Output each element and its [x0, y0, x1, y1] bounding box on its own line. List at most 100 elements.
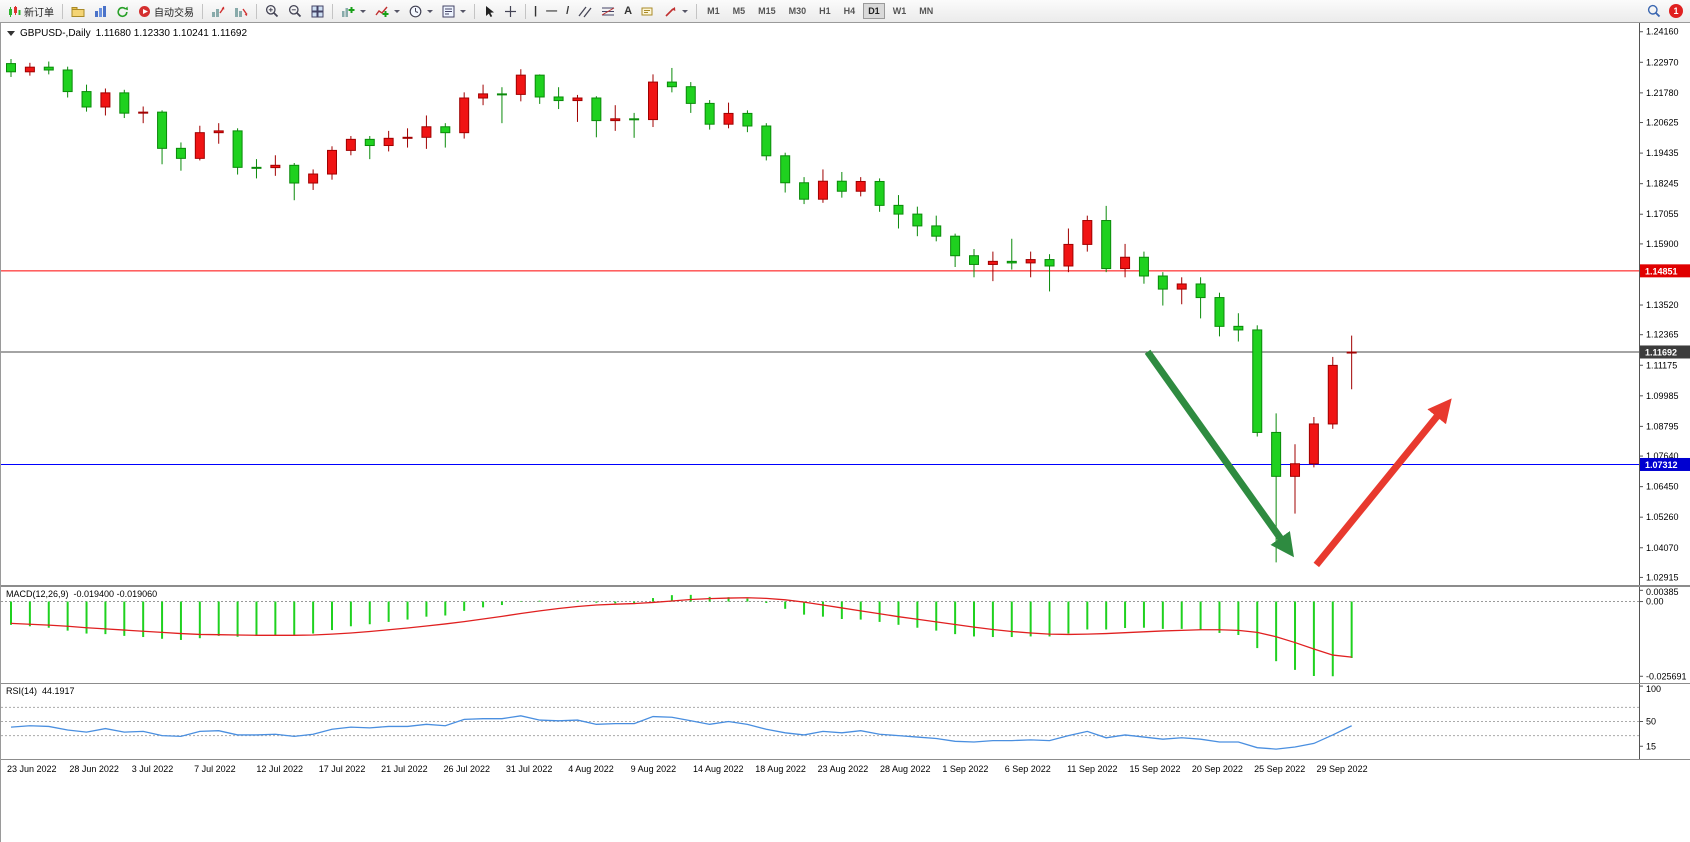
- periods-button[interactable]: [405, 1, 437, 21]
- current-price-line-price-label: 1.11692: [1645, 347, 1677, 357]
- time-axis-label: 28 Jun 2022: [69, 764, 119, 774]
- text-label-button[interactable]: [637, 1, 659, 21]
- time-axis-label: 1 Sep 2022: [942, 764, 989, 774]
- resistance-line-price-label: 1.14851: [1645, 266, 1678, 276]
- new-chart-button[interactable]: [337, 1, 370, 21]
- timeframe-m5[interactable]: M5: [728, 3, 751, 19]
- chart-title: GBPUSD-,Daily 1.11680 1.12330 1.10241 1.…: [7, 28, 247, 39]
- tile-windows-button[interactable]: [307, 1, 328, 21]
- toolbar-separator: [696, 3, 698, 19]
- candle-bearish: [1101, 205, 1112, 273]
- horizontal-line-button[interactable]: —: [542, 1, 561, 21]
- dropdown-caret-icon: [427, 9, 433, 13]
- auto-trading-button[interactable]: 自动交易: [134, 1, 198, 21]
- candle-bullish: [308, 169, 319, 190]
- candle-bullish: [421, 115, 432, 149]
- search-button[interactable]: [1643, 1, 1665, 21]
- profiles-icon: [71, 5, 85, 18]
- time-axis-label: 21 Jul 2022: [381, 764, 428, 774]
- refresh-button[interactable]: [112, 1, 133, 21]
- zoom-in-button[interactable]: [261, 1, 283, 21]
- candle-bullish: [213, 123, 224, 144]
- bar-chart-button[interactable]: [207, 1, 229, 21]
- candle-bearish: [1195, 277, 1206, 319]
- timeframe-w1[interactable]: W1: [888, 3, 912, 19]
- macd-panel: 0.00385 0.00 -0.025691 MACD(12,26,9) -0.01…: [1, 587, 1690, 683]
- fibonacci-button[interactable]: [597, 1, 619, 21]
- toolbar-separator: [474, 3, 475, 19]
- price-tick-label: 1.02915: [1646, 572, 1679, 582]
- candle-bullish: [402, 128, 413, 148]
- timeframe-d1[interactable]: D1: [863, 3, 885, 19]
- crosshair-button[interactable]: [500, 1, 521, 21]
- zoom-out-button[interactable]: [284, 1, 306, 21]
- rsi-label: RSI(14) 44.1917: [6, 686, 75, 696]
- horizontal-line-icon: —: [546, 5, 558, 17]
- candle-bearish: [629, 112, 640, 138]
- price-tick-label: 1.20625: [1646, 118, 1679, 128]
- chart-ohlc-values: 1.11680 1.12330 1.10241 1.11692: [95, 28, 248, 39]
- market-watch-button[interactable]: [90, 1, 111, 21]
- candle-bullish: [1290, 444, 1301, 514]
- vertical-line-button[interactable]: |: [530, 1, 541, 21]
- time-axis-label: 4 Aug 2022: [568, 764, 614, 774]
- panel-divider[interactable]: [1, 683, 1690, 684]
- time-axis-label: 18 Aug 2022: [755, 764, 806, 774]
- candle-bearish: [440, 123, 451, 148]
- indicators-button[interactable]: [371, 1, 404, 21]
- new-order-button[interactable]: 新订单: [4, 1, 58, 21]
- current-price-line-price-tag: [1640, 345, 1690, 359]
- market-watch-icon: [94, 5, 107, 18]
- timeframe-h1[interactable]: H1: [814, 3, 836, 19]
- price-chart-canvas[interactable]: 1.24160 1.22970 1.21780 1.20625 1.19435 1.182…: [1, 23, 1690, 585]
- text-icon: A: [624, 5, 633, 17]
- notification-badge[interactable]: 1: [1669, 4, 1683, 18]
- arrows-tool-button[interactable]: [660, 1, 692, 21]
- bearish-arrow[interactable]: [1144, 349, 1294, 558]
- text-button[interactable]: A: [620, 1, 636, 21]
- crosshair-icon: [504, 5, 517, 18]
- profiles-button[interactable]: [67, 1, 89, 21]
- zoom-in-icon: [265, 4, 279, 18]
- timeframe-m1[interactable]: M1: [702, 3, 725, 19]
- new-order-icon: [8, 5, 21, 18]
- toolbar-separator: [62, 3, 63, 19]
- time-axis-label: 6 Sep 2022: [1004, 764, 1051, 774]
- candle-bearish: [969, 249, 980, 278]
- candle-bearish: [1006, 238, 1017, 270]
- main-toolbar: 新订单 自动交易: [0, 0, 1690, 23]
- time-axis[interactable]: 23 Jun 2022 28 Jun 2022 3 Jul 2022 7 Jul 20…: [1, 760, 1690, 778]
- rsi-axis-label: 50: [1646, 717, 1656, 727]
- candle-bearish: [1252, 325, 1263, 437]
- refresh-icon: [116, 5, 129, 18]
- chart-workspace: 1.24160 1.22970 1.21780 1.20625 1.19435 1.182…: [0, 23, 1690, 842]
- templates-button[interactable]: [438, 1, 470, 21]
- time-axis-label: 20 Sep 2022: [1191, 764, 1243, 774]
- cursor-button[interactable]: [479, 1, 499, 21]
- templates-icon: [442, 5, 455, 18]
- price-tick-label: 1.09985: [1646, 391, 1679, 401]
- cursor-icon: [483, 5, 495, 18]
- dropdown-caret-icon: [460, 9, 466, 13]
- candlestick-chart-button[interactable]: [230, 1, 252, 21]
- channel-button[interactable]: [574, 1, 596, 21]
- panel-divider[interactable]: [1, 585, 1690, 587]
- timeframe-h4[interactable]: H4: [839, 3, 861, 19]
- time-axis-label: 11 Sep 2022: [1067, 764, 1118, 774]
- collapse-triangle-icon[interactable]: [7, 31, 15, 36]
- macd-values: -0.019400 -0.019060: [73, 589, 158, 599]
- price-tick-label: 1.05260: [1646, 512, 1679, 522]
- candle-bullish: [1082, 215, 1093, 252]
- timeframe-m15[interactable]: M15: [753, 3, 781, 19]
- bullish-arrow[interactable]: [1313, 398, 1452, 568]
- price-tick-label: 1.12365: [1646, 330, 1679, 340]
- timeframe-m30[interactable]: M30: [784, 3, 812, 19]
- candle-bullish: [648, 74, 659, 128]
- price-tick-label: 1.22970: [1646, 57, 1679, 67]
- trendline-icon: /: [566, 5, 570, 17]
- timeframe-mn[interactable]: MN: [914, 3, 938, 19]
- trendline-button[interactable]: /: [562, 1, 573, 21]
- rsi-panel-canvas[interactable]: 100 50 15: [1, 684, 1690, 759]
- candle-bearish: [704, 100, 715, 130]
